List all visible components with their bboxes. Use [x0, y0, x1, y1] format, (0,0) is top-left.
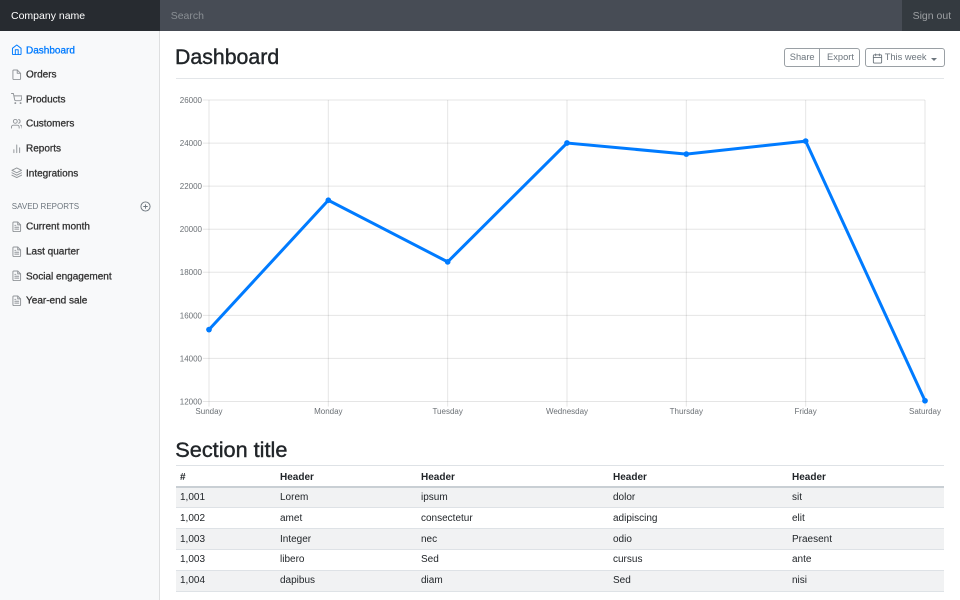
svg-text:Sunday: Sunday — [195, 407, 222, 416]
svg-text:Thursday: Thursday — [670, 407, 703, 416]
svg-text:Wednesday: Wednesday — [546, 407, 588, 416]
svg-text:16000: 16000 — [180, 311, 203, 320]
svg-text:Saturday: Saturday — [909, 407, 941, 416]
svg-text:Monday: Monday — [314, 407, 342, 416]
svg-text:20000: 20000 — [180, 225, 203, 234]
svg-text:Tuesday: Tuesday — [432, 407, 462, 416]
svg-text:22000: 22000 — [180, 182, 203, 191]
svg-text:14000: 14000 — [180, 354, 203, 363]
svg-text:18000: 18000 — [180, 268, 203, 277]
svg-text:24000: 24000 — [180, 139, 203, 148]
svg-text:26000: 26000 — [180, 96, 203, 105]
svg-text:Friday: Friday — [795, 407, 817, 416]
svg-text:12000: 12000 — [180, 397, 203, 406]
